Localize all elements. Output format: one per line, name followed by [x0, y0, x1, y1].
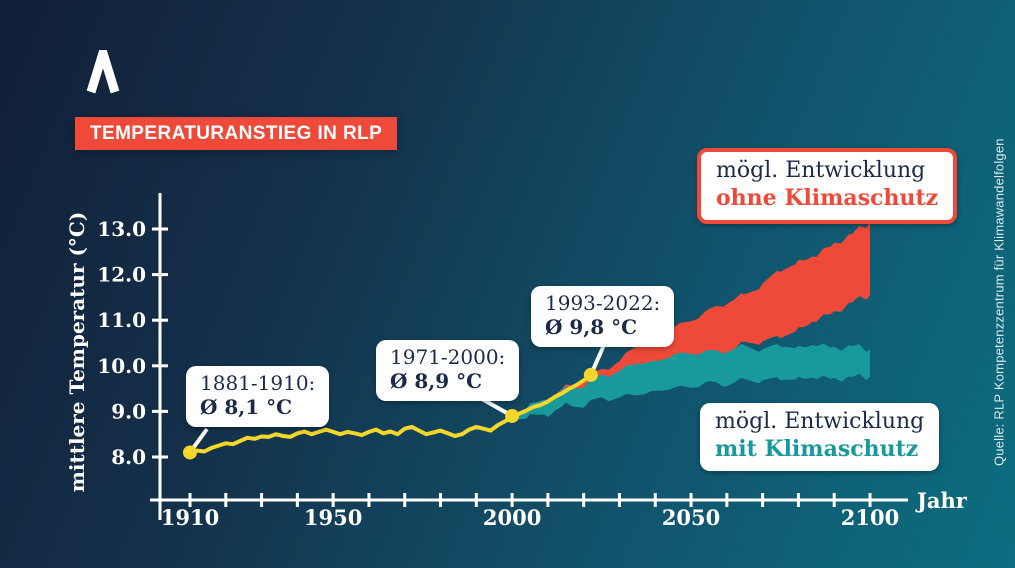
- callout-value: Ø 8,9 °C: [390, 369, 483, 394]
- source-text: Quelle: RLP Kompetenzzentrum für Klimawa…: [991, 138, 1007, 467]
- legend-line1: mögl. Entwicklung: [715, 409, 925, 434]
- title-banner: TEMPERATURANSTIEG IN RLP: [75, 117, 398, 150]
- historical-temperature-line: [188, 372, 593, 455]
- callout-period: 1993-2022:: [545, 291, 661, 315]
- broadcaster-logo-icon: [86, 50, 120, 94]
- x-tick-label: 2050: [662, 505, 720, 530]
- callout-period: 1881-1910:: [200, 371, 316, 395]
- data-point-dot: [583, 367, 598, 382]
- callout-1881-1910: 1881-1910: Ø 8,1 °C: [186, 366, 330, 427]
- data-point-dot: [505, 408, 520, 423]
- x-tick-label: 1910: [161, 505, 219, 530]
- y-tick-label: 13.0: [97, 217, 146, 241]
- y-tick-label: 8.0: [111, 445, 146, 469]
- x-axis-title: Jahr: [915, 488, 968, 513]
- x-tick-label: 2100: [841, 505, 899, 530]
- x-tick-label: 1950: [304, 505, 362, 530]
- x-tick-label: 2000: [483, 505, 541, 530]
- y-axis-title: mittlere Temperatur (°C): [65, 212, 89, 493]
- callout-1971-2000: 1971-2000: Ø 8,9 °C: [376, 340, 520, 401]
- band-ohne-klimaschutz: [512, 222, 870, 421]
- legend-line2: ohne Klimaschutz: [716, 184, 939, 211]
- legend-line2: mit Klimaschutz: [715, 435, 919, 462]
- page-title: TEMPERATURANSTIEG IN RLP: [90, 122, 383, 144]
- y-tick-label: 12.0: [97, 263, 146, 287]
- legend-line1: mögl. Entwicklung: [716, 158, 926, 183]
- source-note: Quelle: RLP Kompetenzzentrum für Klimawa…: [989, 75, 1009, 530]
- y-tick-label: 11.0: [97, 308, 146, 332]
- data-point-dot: [183, 445, 197, 460]
- y-tick-label: 10.0: [97, 354, 146, 378]
- y-tick-label: 9.0: [111, 399, 146, 423]
- callout-value: Ø 9,8 °C: [545, 315, 638, 340]
- legend-ohne-klimaschutz: mögl. Entwicklung ohne Klimaschutz: [697, 148, 958, 224]
- callout-period: 1971-2000:: [390, 345, 506, 369]
- callout-value: Ø 8,1 °C: [200, 395, 293, 420]
- band-mit-klimaschutz: [512, 343, 870, 421]
- callout-1993-2022: 1993-2022: Ø 9,8 °C: [531, 286, 675, 347]
- legend-mit-klimaschutz: mögl. Entwicklung mit Klimaschutz: [700, 403, 940, 471]
